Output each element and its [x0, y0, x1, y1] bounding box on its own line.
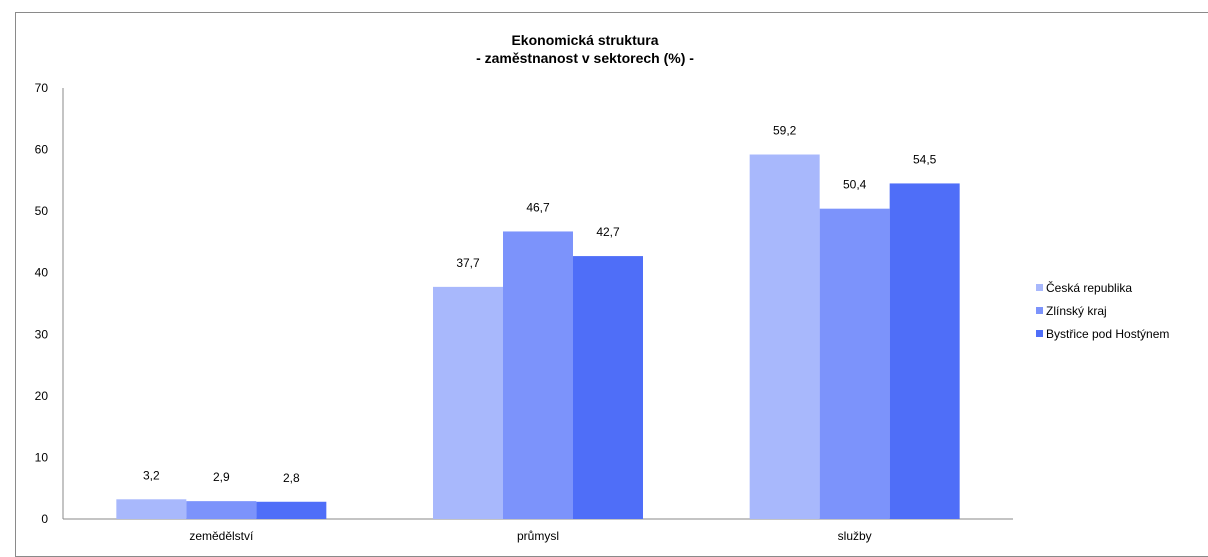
- data-label: 50,4: [843, 178, 867, 192]
- data-label: 3,2: [143, 468, 160, 482]
- legend-item: Bystřice pod Hostýnem: [1036, 322, 1169, 345]
- legend-swatch: [1036, 330, 1043, 337]
- chart-title: Ekonomická struktura: [511, 32, 659, 48]
- bar: [116, 499, 187, 519]
- bar: [889, 183, 960, 519]
- y-tick-label: 30: [35, 327, 49, 341]
- legend-swatch: [1036, 307, 1043, 314]
- x-tick-label: služby: [838, 529, 872, 543]
- x-tick-label: průmysl: [517, 529, 559, 543]
- data-label: 2,9: [213, 470, 230, 484]
- data-label: 37,7: [456, 256, 480, 270]
- data-label: 2,8: [283, 471, 300, 485]
- bar: [573, 256, 643, 519]
- legend-swatch: [1036, 284, 1043, 291]
- y-tick-label: 40: [35, 266, 49, 280]
- y-tick-label: 20: [35, 389, 49, 403]
- data-label: 46,7: [526, 200, 550, 214]
- y-tick-label: 50: [35, 204, 49, 218]
- legend-label: Česká republika: [1046, 280, 1133, 295]
- legend-label: Zlínský kraj: [1046, 303, 1107, 318]
- legend-item: Česká republika: [1036, 276, 1169, 299]
- y-tick-label: 10: [35, 450, 49, 464]
- bar: [433, 286, 503, 519]
- bar: [749, 154, 820, 520]
- bar: [503, 231, 573, 519]
- legend-label: Bystřice pod Hostýnem: [1046, 326, 1170, 341]
- bar: [186, 501, 257, 519]
- bar: [256, 501, 327, 519]
- legend-item: Zlínský kraj: [1036, 299, 1169, 322]
- x-tick-label: zemědělství: [189, 529, 254, 543]
- data-label: 54,5: [913, 152, 937, 166]
- legend: Česká republika Zlínský kraj Bystřice po…: [1036, 276, 1169, 345]
- data-label: 42,7: [596, 225, 620, 239]
- y-tick-label: 70: [35, 81, 49, 95]
- bar: [819, 208, 890, 519]
- y-tick-label: 60: [35, 143, 49, 157]
- data-label: 59,2: [773, 123, 797, 137]
- y-tick-label: 0: [41, 512, 48, 526]
- chart-subtitle: - zaměstnanost v sektorech (%) -: [476, 50, 694, 66]
